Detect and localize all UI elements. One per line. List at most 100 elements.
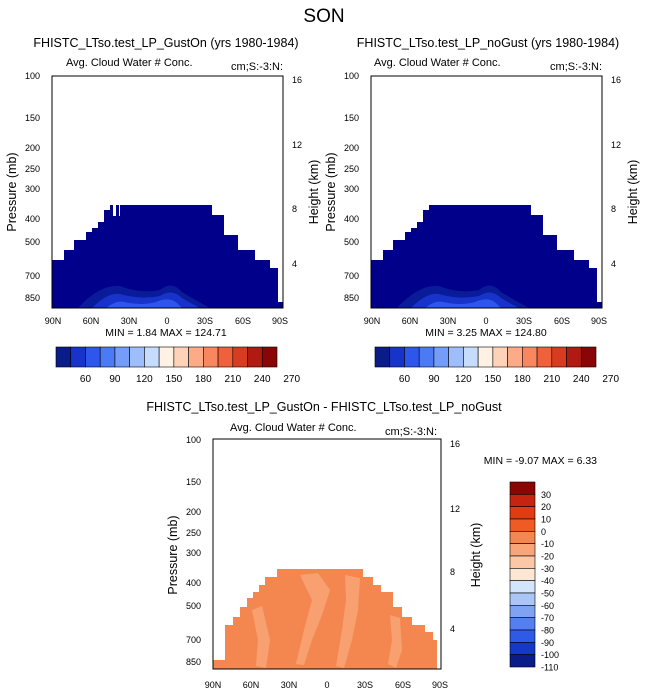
colorbar-label: 0	[541, 527, 546, 537]
y-right-axis-label: Height (km)	[469, 523, 483, 588]
colorbar-label: 120	[455, 374, 472, 385]
x-tick-label: 30N	[440, 316, 457, 326]
y-tick-label: 150	[25, 113, 40, 123]
colorbar-label: 150	[485, 374, 502, 385]
x-tick-label: 60N	[243, 680, 260, 690]
colorbar-swatch	[509, 531, 536, 544]
colorbar-label: 90	[109, 374, 121, 385]
y-tick-label: 400	[186, 578, 201, 588]
low-level-contour-3	[106, 299, 182, 308]
y-tick-label: 500	[25, 237, 40, 247]
difference-field-light	[252, 573, 402, 668]
y-right-tick-label: 8	[292, 204, 297, 214]
colorbar-swatch	[203, 346, 219, 368]
colorbar-label: 10	[541, 515, 551, 525]
x-tick-label: 30N	[121, 316, 138, 326]
colorbar-swatch	[566, 346, 582, 368]
panel-difference: FHISTC_LTso.test_LP_GustOn - FHISTC_LTso…	[146, 400, 597, 690]
y-axis-left: 100 150 200 250 300 400 500 700 850 Pres…	[5, 71, 40, 303]
colorbar-label: -10	[541, 539, 554, 549]
x-tick-label: 60S	[395, 680, 411, 690]
y-axis-right: 16 12 8 4 Height (km)	[292, 75, 321, 269]
x-tick-label: 60S	[235, 316, 251, 326]
colorbar-swatch	[509, 617, 536, 631]
x-tick-label: 0	[164, 316, 169, 326]
y-right-axis-label: Height (km)	[626, 160, 640, 225]
colorbar: 60 90 120 150 180 210 240 270	[374, 346, 620, 385]
y-right-tick-label: 4	[450, 624, 455, 634]
colorbar-swatch	[463, 346, 479, 368]
stats-text: MIN = -9.07 MAX = 6.33	[484, 455, 597, 467]
colorbar-swatch	[232, 346, 248, 368]
colorbar-swatch	[144, 346, 160, 368]
colorbar-swatch	[580, 346, 597, 368]
x-tick-label: 30N	[281, 680, 298, 690]
y-tick-label: 200	[344, 143, 359, 153]
y-right-axis-label: Height (km)	[307, 160, 321, 225]
panel-title: FHISTC_LTso.test_LP_GustOn (yrs 1980-198…	[33, 36, 298, 50]
y-axis-left: 100 150 200 250 300 400 500 700 850 Pres…	[324, 71, 359, 303]
colorbar-label: -70	[541, 613, 554, 623]
colorbar-swatch	[509, 592, 536, 606]
y-tick-label: 700	[25, 271, 40, 281]
panel-no-gust: FHISTC_LTso.test_LP_noGust (yrs 1980-198…	[324, 36, 640, 385]
panel-subtitle-right: cm;S:-3:N:	[231, 61, 283, 73]
x-tick-label: 30S	[516, 316, 532, 326]
x-tick-label: 90N	[205, 680, 222, 690]
colorbar-swatch	[509, 494, 536, 507]
panel-subtitle-left: Avg. Cloud Water # Conc.	[66, 57, 193, 69]
colorbar-label: 120	[136, 374, 153, 385]
y-tick-label: 150	[344, 113, 359, 123]
x-tick-label: 30S	[197, 316, 213, 326]
x-tick-label: 0	[324, 680, 329, 690]
y-right-tick-label: 4	[292, 259, 297, 269]
x-tick-label: 60S	[554, 316, 570, 326]
x-tick-label: 90N	[45, 316, 62, 326]
x-tick-label: 90S	[591, 316, 607, 326]
y-tick-label: 100	[25, 71, 40, 81]
x-axis: 90N 60N 30N 0 30S 60S 90S	[364, 316, 607, 326]
colorbar-label: 180	[514, 374, 531, 385]
colorbar-swatch	[448, 346, 464, 368]
y-axis-label: Pressure (mb)	[324, 152, 338, 231]
y-tick-label: 400	[25, 214, 40, 224]
x-axis: 90N 60N 30N 0 30S 60S 90S	[45, 316, 288, 326]
colorbar-label: 270	[283, 374, 300, 385]
colorbar-swatch	[507, 346, 523, 368]
colorbar-swatch	[85, 346, 101, 368]
y-axis-right: 16 12 8 4 Height (km)	[450, 439, 483, 634]
y-right-tick-label: 8	[611, 204, 616, 214]
colorbar-label: -20	[541, 552, 554, 562]
colorbar-swatch	[433, 346, 449, 368]
colorbar-label: -40	[541, 576, 554, 586]
colorbar-label: -50	[541, 589, 554, 599]
colorbar-label: -90	[541, 638, 554, 648]
y-right-tick-label: 4	[611, 259, 616, 269]
colorbar-label: 240	[573, 374, 590, 385]
colorbar-swatch	[509, 543, 536, 557]
colorbar-swatch	[70, 346, 86, 368]
y-tick-label: 250	[186, 528, 201, 538]
colorbar-label: -30	[541, 564, 554, 574]
cloud-water-field	[371, 205, 602, 308]
panel-gust-on: FHISTC_LTso.test_LP_GustOn (yrs 1980-198…	[5, 36, 321, 385]
colorbar-label: -100	[541, 650, 559, 660]
y-tick-label: 150	[186, 477, 201, 487]
y-tick-label: 250	[344, 164, 359, 174]
colorbar-swatch	[509, 568, 536, 581]
colorbar-swatch	[522, 346, 538, 368]
plot-area	[51, 75, 284, 309]
colorbar-swatch	[261, 346, 278, 368]
colorbar-swatch	[509, 654, 536, 668]
y-axis-left: 100 150 200 250 300 400 500 700 850 Pres…	[166, 435, 201, 667]
colorbar-label: -110	[541, 663, 558, 673]
stats-text: MIN = 3.25 MAX = 124.80	[425, 327, 547, 339]
y-tick-label: 300	[186, 548, 201, 558]
y-right-tick-label: 12	[450, 504, 460, 514]
x-tick-label: 60N	[402, 316, 419, 326]
stats-text: MIN = 1.84 MAX = 124.71	[105, 327, 227, 339]
colorbar-swatch	[188, 346, 204, 368]
y-tick-label: 850	[25, 293, 40, 303]
plot-frame	[51, 75, 284, 309]
